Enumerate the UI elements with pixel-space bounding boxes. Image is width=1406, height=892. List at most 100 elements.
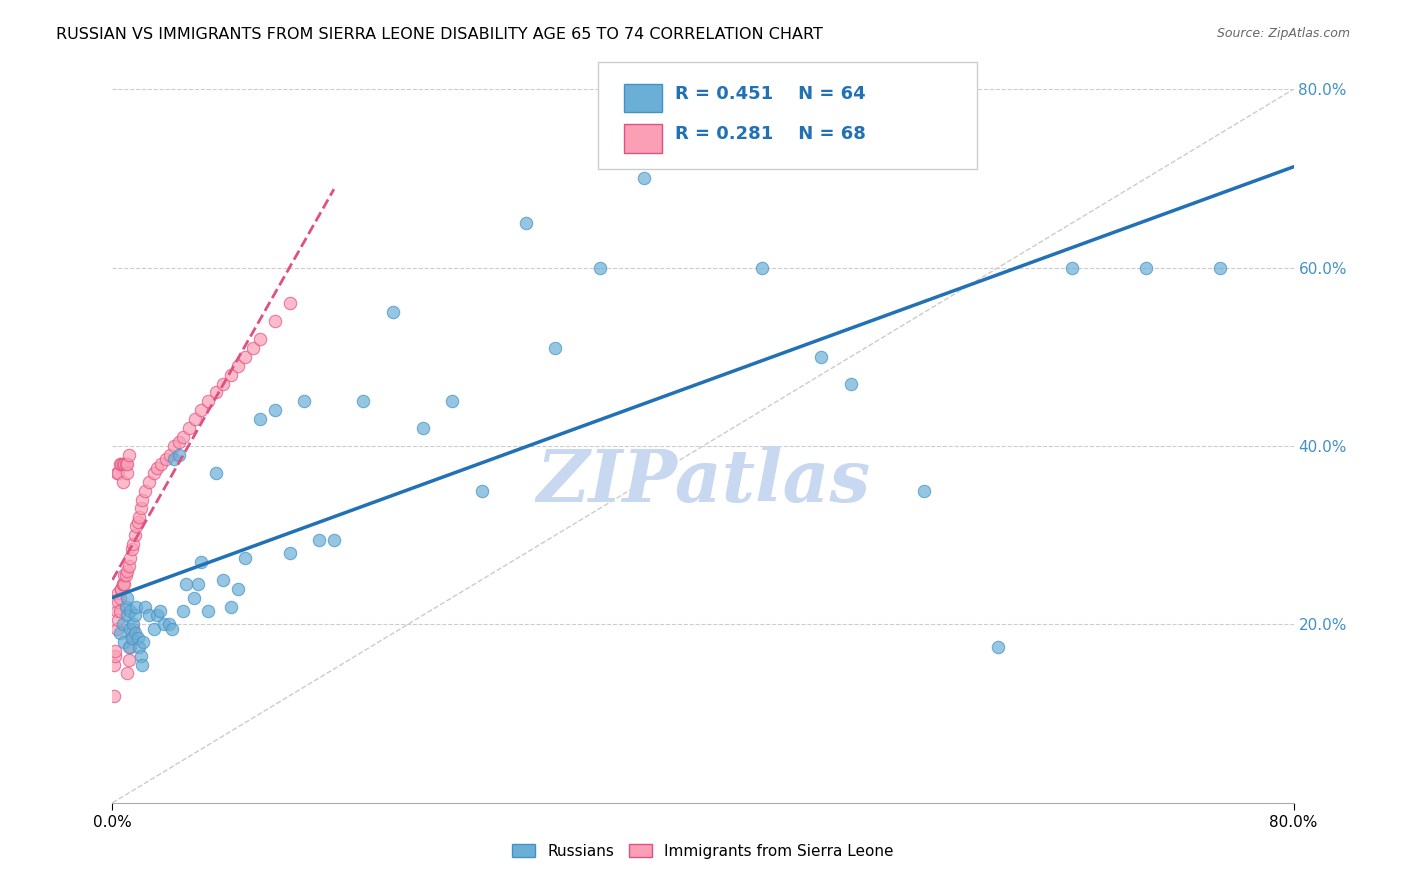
Point bbox=[112, 568, 135, 582]
Point bbox=[233, 350, 256, 364]
Point bbox=[111, 475, 134, 489]
Point bbox=[633, 171, 655, 186]
Point bbox=[108, 604, 131, 618]
Point bbox=[112, 577, 135, 591]
Point bbox=[117, 457, 138, 471]
Point bbox=[127, 515, 149, 529]
Point bbox=[190, 403, 212, 417]
Point bbox=[174, 577, 197, 591]
Point bbox=[544, 341, 567, 355]
Point bbox=[179, 421, 201, 435]
Point bbox=[515, 216, 537, 230]
Point bbox=[124, 528, 146, 542]
Point bbox=[411, 421, 433, 435]
Point bbox=[264, 314, 287, 328]
Point bbox=[117, 564, 138, 578]
Point bbox=[128, 640, 150, 654]
Point bbox=[352, 394, 374, 409]
Point bbox=[107, 466, 129, 480]
Point bbox=[127, 631, 149, 645]
Point bbox=[219, 368, 242, 382]
Text: Source: ZipAtlas.com: Source: ZipAtlas.com bbox=[1216, 27, 1350, 40]
Point bbox=[121, 631, 143, 645]
Point bbox=[172, 604, 194, 618]
Point bbox=[107, 586, 129, 600]
Point bbox=[278, 296, 301, 310]
Point bbox=[197, 394, 219, 409]
Point bbox=[159, 448, 181, 462]
Point bbox=[1062, 260, 1084, 275]
Point bbox=[118, 640, 141, 654]
Point bbox=[107, 595, 129, 609]
Point bbox=[121, 631, 143, 645]
Point bbox=[118, 448, 141, 462]
Point bbox=[105, 604, 128, 618]
Point bbox=[205, 385, 228, 400]
Point bbox=[121, 541, 143, 556]
Point bbox=[122, 617, 145, 632]
Point bbox=[111, 577, 134, 591]
Point bbox=[1208, 260, 1232, 275]
Point bbox=[308, 533, 330, 547]
Point bbox=[131, 492, 153, 507]
Point bbox=[183, 591, 205, 605]
Point bbox=[129, 501, 152, 516]
Point bbox=[163, 452, 186, 467]
Legend: Russians, Immigrants from Sierra Leone: Russians, Immigrants from Sierra Leone bbox=[505, 836, 901, 866]
Point bbox=[292, 394, 315, 409]
Point bbox=[588, 260, 610, 275]
Point bbox=[150, 457, 173, 471]
Point bbox=[134, 483, 156, 498]
Point bbox=[810, 350, 832, 364]
Point bbox=[914, 483, 936, 498]
Point bbox=[157, 617, 180, 632]
Point bbox=[1135, 260, 1157, 275]
Point bbox=[125, 599, 148, 614]
Point bbox=[197, 604, 219, 618]
Point bbox=[122, 537, 145, 551]
Point bbox=[839, 376, 862, 391]
Text: ZIPatlas: ZIPatlas bbox=[536, 446, 870, 517]
Point bbox=[104, 648, 127, 663]
Point bbox=[226, 359, 249, 373]
Point bbox=[108, 457, 131, 471]
Point bbox=[111, 457, 134, 471]
Point bbox=[111, 577, 134, 591]
Point bbox=[105, 466, 128, 480]
Point bbox=[103, 689, 125, 703]
Point bbox=[382, 305, 405, 319]
Point bbox=[110, 582, 132, 596]
Point bbox=[219, 599, 242, 614]
Point bbox=[242, 341, 264, 355]
Point bbox=[153, 617, 176, 632]
Point bbox=[131, 657, 153, 672]
Point bbox=[122, 622, 145, 636]
Point bbox=[117, 591, 138, 605]
Point bbox=[111, 617, 134, 632]
Point bbox=[249, 332, 271, 346]
Point bbox=[103, 657, 125, 672]
Point bbox=[233, 550, 256, 565]
Point bbox=[167, 448, 190, 462]
Point bbox=[249, 412, 271, 426]
Point bbox=[120, 604, 142, 618]
Point bbox=[190, 555, 212, 569]
Point bbox=[155, 452, 177, 467]
Point bbox=[107, 613, 129, 627]
Point bbox=[167, 434, 190, 449]
Text: R = 0.281    N = 68: R = 0.281 N = 68 bbox=[675, 125, 866, 143]
Point bbox=[138, 475, 160, 489]
Point bbox=[108, 591, 131, 605]
Point bbox=[278, 546, 301, 560]
Point bbox=[163, 439, 186, 453]
Point bbox=[129, 648, 152, 663]
Point bbox=[160, 622, 183, 636]
Point bbox=[226, 582, 249, 596]
Point bbox=[142, 466, 165, 480]
Point bbox=[138, 608, 160, 623]
Text: RUSSIAN VS IMMIGRANTS FROM SIERRA LEONE DISABILITY AGE 65 TO 74 CORRELATION CHAR: RUSSIAN VS IMMIGRANTS FROM SIERRA LEONE … bbox=[56, 27, 823, 42]
Point bbox=[184, 412, 207, 426]
Point bbox=[114, 599, 136, 614]
Point bbox=[146, 461, 169, 475]
Point bbox=[112, 457, 135, 471]
